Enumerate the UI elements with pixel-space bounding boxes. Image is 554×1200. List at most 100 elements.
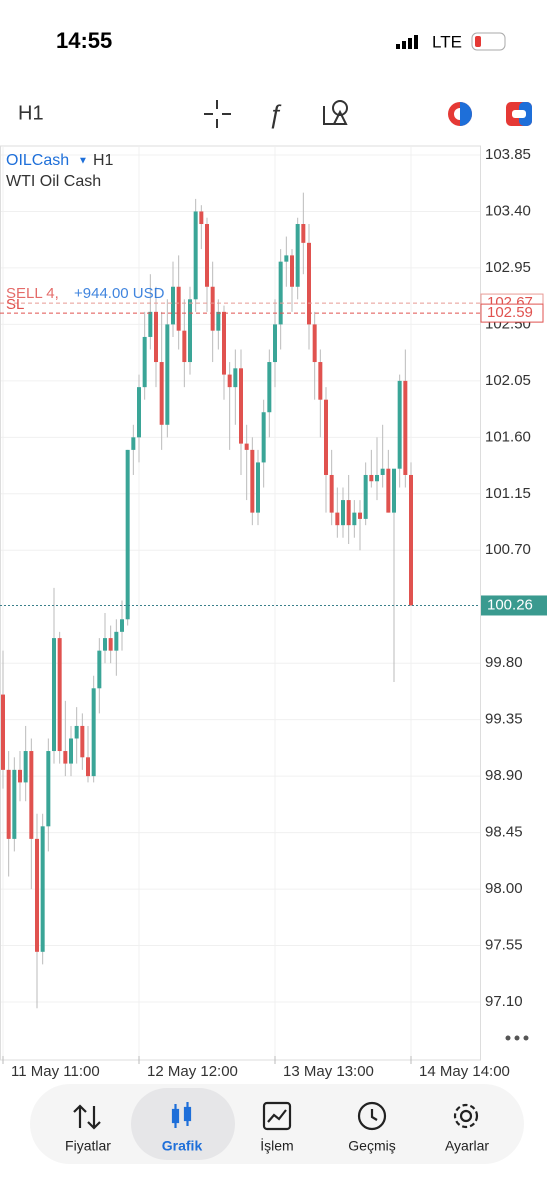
- battery: [471, 32, 506, 51]
- y-tick-label: 102.95: [485, 259, 531, 276]
- network: LTE: [432, 32, 462, 51]
- candle-body: [256, 462, 260, 513]
- candle-body: [159, 362, 164, 425]
- candle-body: [375, 474, 379, 482]
- candle-body: [91, 688, 96, 777]
- prices-icon[interactable]: [73, 1104, 101, 1130]
- history-icon[interactable]: [357, 1101, 387, 1131]
- x-tick-label: 12 May 12:00: [147, 1063, 238, 1080]
- candle-body: [392, 468, 396, 513]
- candle-body: [193, 211, 198, 300]
- candle-body: [46, 751, 51, 827]
- nav-label[interactable]: Geçmiş: [348, 1138, 395, 1154]
- candle-body: [295, 224, 300, 287]
- battery-level: [475, 36, 481, 47]
- candle-body: [63, 751, 68, 764]
- sl-label: SL: [6, 296, 24, 313]
- candle-body: [380, 468, 385, 475]
- y-tick-label: 102.05: [485, 372, 531, 389]
- candle-body: [171, 286, 175, 325]
- y-tick-label: 97.10: [485, 993, 523, 1010]
- more-icon[interactable]: [505, 1035, 529, 1041]
- x-tick-label: 14 May 14:00: [419, 1063, 510, 1080]
- candle-body: [6, 769, 11, 839]
- candle-body: [244, 443, 249, 450]
- candle-body: [403, 380, 408, 475]
- y-tick-label: 101.60: [485, 428, 531, 445]
- candle-body: [137, 387, 141, 438]
- candle-body: [103, 638, 107, 651]
- plot-frame: [0, 145, 481, 1061]
- candle-body: [57, 638, 62, 752]
- candle-body: [386, 468, 391, 513]
- candle-body: [239, 368, 243, 444]
- candle-body: [97, 650, 102, 689]
- candle-body: [35, 838, 39, 952]
- candle-body: [148, 311, 153, 337]
- candle-body: [205, 224, 209, 287]
- candle-body: [324, 399, 328, 475]
- candle-body: [12, 769, 17, 839]
- candle-body: [131, 437, 136, 450]
- candle-body: [86, 757, 90, 777]
- nav-label[interactable]: Fiyatlar: [65, 1138, 111, 1154]
- clock: 14:55: [56, 28, 112, 53]
- candle-body: [227, 374, 232, 388]
- x-tick-label: 11 May 11:00: [11, 1063, 100, 1080]
- candle-body: [40, 826, 45, 952]
- sl-price-box: [480, 303, 544, 323]
- candle-body: [176, 286, 181, 331]
- candle-body: [188, 299, 192, 363]
- candle-body: [1, 694, 5, 770]
- y-tick-label: 98.45: [485, 824, 523, 841]
- description: WTI Oil Cash: [6, 173, 101, 190]
- order-label: SELL 4,: [6, 285, 59, 302]
- candle-body: [114, 631, 119, 651]
- candle-body: [335, 512, 340, 526]
- symbol[interactable]: OILCash: [6, 152, 69, 169]
- symbol-dropdown[interactable]: ▼: [78, 156, 88, 167]
- crosshair-icon[interactable]: [204, 100, 231, 128]
- candle-body: [307, 242, 311, 325]
- candle-body: [199, 211, 204, 225]
- signal: [396, 35, 418, 49]
- nav-label[interactable]: Ayarlar: [445, 1138, 489, 1154]
- x-tick-label: 13 May 13:00: [283, 1063, 374, 1080]
- active-tab: [131, 1088, 235, 1160]
- candle-body: [80, 725, 85, 758]
- y-tick-label: 99.80: [485, 654, 523, 671]
- y-tick-label: 103.40: [485, 202, 531, 219]
- nav-label[interactable]: İşlem: [260, 1137, 293, 1154]
- candle-body: [278, 261, 283, 325]
- y-tick-label: 103.85: [485, 146, 531, 163]
- y-tick-label: 98.00: [485, 880, 523, 897]
- candle-body: [363, 474, 368, 519]
- candle-body: [154, 311, 158, 363]
- candle-body: [210, 286, 215, 331]
- candle-body: [108, 638, 113, 651]
- objects-icon[interactable]: [323, 100, 348, 125]
- settings-icon[interactable]: [453, 1103, 479, 1129]
- candle-body: [369, 474, 374, 482]
- candle-body: [267, 362, 272, 413]
- chart-icon[interactable]: [171, 1102, 192, 1128]
- candle-body: [182, 330, 187, 363]
- candle-body: [318, 362, 323, 400]
- candle-body: [358, 512, 362, 519]
- timeframe[interactable]: H1: [18, 102, 44, 124]
- candle-body: [120, 619, 124, 632]
- candle-body: [222, 311, 226, 375]
- indicator-icon[interactable]: ƒ: [268, 99, 282, 129]
- y-tick-label: 99.35: [485, 711, 523, 728]
- nav-label[interactable]: Grafik: [162, 1138, 203, 1154]
- candle-body: [165, 324, 170, 425]
- trade-tab-icon[interactable]: [262, 1101, 292, 1131]
- candle-body: [250, 449, 255, 513]
- candle-body: [409, 474, 413, 606]
- candle-body: [284, 255, 289, 262]
- candle-body: [233, 368, 238, 388]
- candle-body: [341, 500, 345, 526]
- y-tick-label: 97.55: [485, 937, 523, 954]
- candle-body: [23, 751, 28, 783]
